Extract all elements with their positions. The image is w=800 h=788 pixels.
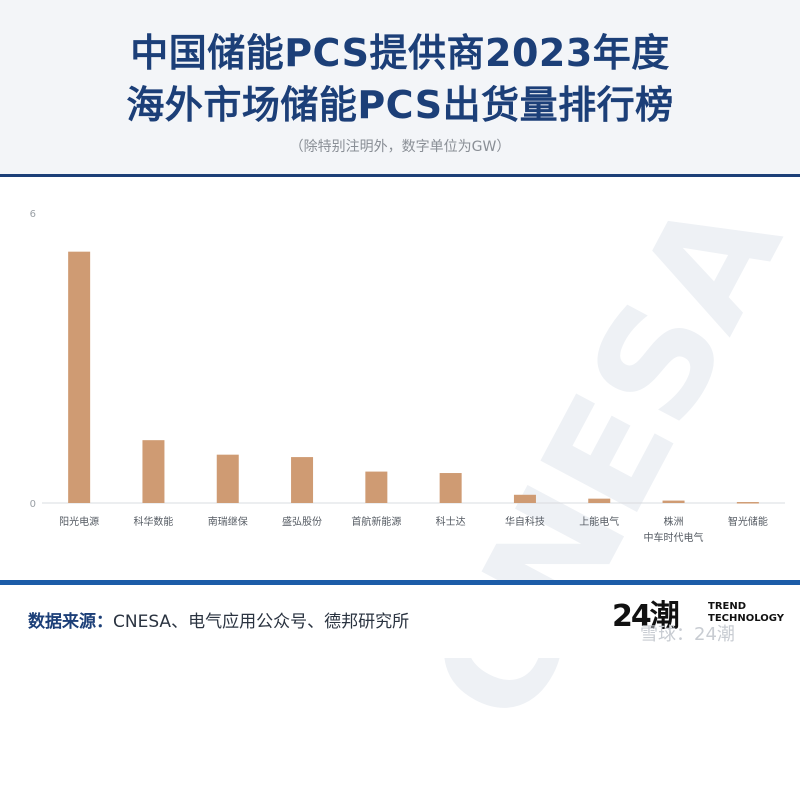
bar-chart: 0 6 阳光电源 科华数能 南瑞继保 盛弘股份 首航新能源 科士达 华自科技 上能电气 株洲中车时代… [30, 209, 785, 544]
title-line-2: 海外市场储能PCS出货量排行榜 [126, 83, 674, 127]
x-tick-label: 首航新能源 [351, 515, 401, 528]
top-divider [0, 174, 800, 177]
bar [291, 457, 314, 503]
y-tick-label: 6 [30, 209, 36, 220]
source-label: 数据来源： [28, 612, 113, 632]
x-tick-label: 南瑞继保 [208, 515, 248, 528]
x-tick-label: 株洲 [664, 515, 684, 528]
bar [365, 471, 388, 503]
bar [588, 498, 611, 503]
logo-line-1: TREND [708, 601, 747, 612]
bar [439, 473, 462, 503]
bar [142, 440, 165, 503]
logo: 24潮 TREND TECHNOLOGY [612, 599, 784, 645]
source-value: CNESA、电气应用公众号、德邦研究所 [113, 612, 410, 632]
logo-text: TREND TECHNOLOGY [708, 601, 784, 625]
logo-mark: 24潮 [612, 599, 680, 634]
unit-note: （除特别注明外，数字单位为GW） [289, 139, 511, 155]
x-tick-label: 华自科技 [505, 515, 545, 528]
bottom-divider [0, 580, 800, 585]
bar [513, 494, 536, 503]
logo-line-2: TECHNOLOGY [708, 613, 784, 624]
x-tick-label: 智光储能 [728, 515, 768, 528]
y-tick-label: 0 [30, 499, 36, 510]
chart-area: CNESA 0 6 阳光电源 科华数能 南瑞继保 盛弘股份 首航新能源 科士达 华自科技 上能电气… [0, 171, 800, 749]
bar [736, 502, 759, 504]
bottom-watermark: 雪球：24潮 [640, 624, 735, 645]
x-tick-label: 中车时代电气 [644, 531, 704, 544]
bar [68, 251, 91, 503]
data-source: 数据来源：CNESA、电气应用公众号、德邦研究所 [28, 607, 409, 632]
title-line-1: 中国储能PCS提供商2023年度 [130, 31, 670, 75]
x-tick-label: 上能电气 [579, 515, 619, 528]
footer: 数据来源：CNESA、电气应用公众号、德邦研究所 24潮 TREND TECHN… [0, 585, 800, 658]
x-tick-label: 盛弘股份 [282, 515, 322, 528]
x-tick-label: 科华数能 [133, 515, 173, 528]
header: 中国储能PCS提供商2023年度 海外市场储能PCS出货量排行榜 （除特别注明外… [0, 0, 800, 176]
x-tick-label: 阳光电源 [59, 515, 99, 528]
bar [216, 454, 239, 503]
bar [662, 500, 685, 503]
x-tick-label: 科士达 [436, 515, 466, 528]
